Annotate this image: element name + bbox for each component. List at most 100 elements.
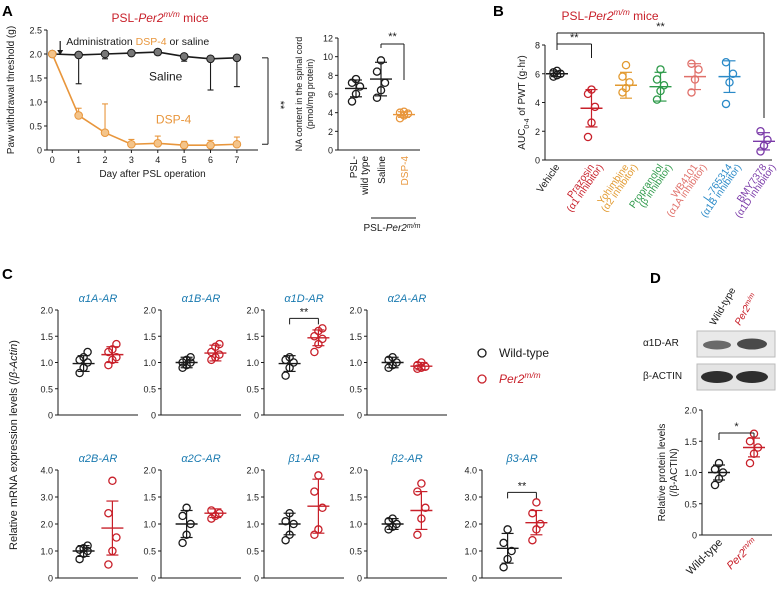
data-point <box>281 535 290 545</box>
data-point <box>47 49 57 59</box>
data-point <box>74 50 83 60</box>
y-tick-label: 2.0 <box>40 520 53 530</box>
legend-marker-per2 <box>477 374 487 384</box>
data-point <box>100 49 110 59</box>
y-tick-label: 3.0 <box>40 493 53 503</box>
label-part: ) <box>8 340 20 344</box>
label-part: m/m <box>614 7 630 17</box>
mrna-panel: 0 0.5 1.0 1.5 2.0 α2A-AR <box>349 293 447 421</box>
y-tick-label: 2.0 <box>349 306 362 316</box>
data-point <box>499 562 508 572</box>
y-tick-label: 6 <box>328 90 333 100</box>
data-point <box>104 360 113 370</box>
y-tick-label: 1.0 <box>246 358 259 368</box>
y-tick-label: 0 <box>357 574 362 584</box>
data-point <box>74 111 83 120</box>
series-line <box>51 53 237 146</box>
label-part: m/m <box>524 370 540 380</box>
data-point <box>314 471 323 480</box>
x-tick-label: 1 <box>76 155 81 165</box>
legend-label-wildtype: Wild-type <box>499 346 549 360</box>
panel-title: α1B-AR <box>182 293 221 305</box>
y-tick-label: 1.5 <box>349 332 362 342</box>
y-tick-label: 6 <box>535 69 540 79</box>
label-part: m/m <box>164 9 180 19</box>
annotation-part: Administration <box>66 36 135 48</box>
data-point <box>583 132 593 142</box>
data-point <box>318 324 327 333</box>
data-point <box>618 72 627 81</box>
label-part: m/m <box>743 292 756 307</box>
band-mut-a1d <box>737 338 767 350</box>
data-point <box>179 140 189 150</box>
y-tick-label: 4 <box>328 108 333 118</box>
y-tick-label: 1.0 <box>349 520 362 530</box>
data-point <box>83 347 92 357</box>
data-point <box>372 93 382 102</box>
y-tick-label: 1.5 <box>246 493 259 503</box>
data-point <box>721 99 731 109</box>
y-tick-label: 2.0 <box>684 406 697 416</box>
y-tick-label: 1.0 <box>349 358 362 368</box>
label-part: Per2 <box>138 11 164 25</box>
chart-a-pwt-timecourse: PSL-Per2m/m mice 0 0.5 1.0 1.5 2.0 2.5 0 1 2 3 4 5 6 7… <box>6 9 286 180</box>
lane-label-per2: Per2m/m <box>733 292 760 328</box>
data-point <box>380 78 390 88</box>
data-point <box>127 139 136 149</box>
data-point <box>281 371 290 380</box>
y-axis-label: Relative mRNA expression levels (/β-Acti… <box>8 340 20 550</box>
y-tick-label: 0.5 <box>246 384 259 394</box>
data-point <box>499 538 508 548</box>
group-label: PSL-Per2m/m <box>364 223 421 235</box>
data-point <box>621 60 631 70</box>
data-point <box>413 530 422 540</box>
data-point <box>215 339 224 349</box>
panel-title: β1-AR <box>287 453 319 465</box>
y-tick-label: 1.5 <box>349 493 362 503</box>
y-tick-label: 4 <box>535 98 540 108</box>
data-point <box>206 54 215 64</box>
y-tick-label: 1.5 <box>40 332 53 342</box>
data-point <box>503 525 512 534</box>
data-point <box>104 508 113 518</box>
annotation-part: DSP-4 <box>136 36 167 48</box>
y-tick-label: 2 <box>535 127 540 137</box>
data-point <box>590 102 600 112</box>
data-point <box>532 498 541 507</box>
category-label: wild type <box>360 156 371 196</box>
y-tick-label: 1.0 <box>143 358 156 368</box>
label-part: β-Actin <box>8 344 20 379</box>
data-point <box>153 138 163 148</box>
panel-label-c: C <box>2 266 13 283</box>
admin-arrow-head <box>57 50 64 55</box>
band-wt-a1d <box>703 340 731 350</box>
y-tick-label: 0 <box>472 574 477 584</box>
panel-title: α2B-AR <box>79 453 118 465</box>
y-tick-label: 1.5 <box>143 493 156 503</box>
sig-stars: ** <box>274 101 286 110</box>
y-tick-label: 1.0 <box>40 547 53 557</box>
blot-label-actin: β-ACTIN <box>643 371 682 382</box>
panel-title: β3-AR <box>505 453 537 465</box>
y-tick-label: 8 <box>535 41 540 51</box>
panel-label-b: B <box>493 3 504 20</box>
label-part: Relative mRNA expression levels (/ <box>8 377 20 550</box>
data-point <box>652 95 662 104</box>
y-tick-label: 2.0 <box>40 306 53 316</box>
y-tick-label: 0 <box>151 574 156 584</box>
label-part: 0-4 <box>524 118 531 128</box>
data-point <box>310 487 319 496</box>
category-label: Vehicle <box>535 162 563 195</box>
sig-stars: * <box>734 421 739 433</box>
y-tick-label: 1.5 <box>29 74 42 84</box>
category-label: DSP-4 <box>400 156 411 186</box>
mrna-panel: 0 0.5 1.0 1.5 2.0 α1A-AR <box>40 293 138 421</box>
mrna-panel: 0 1.0 2.0 3.0 4.0 α2B-AR <box>40 453 138 584</box>
label-part: of PWT (g·hr) <box>517 55 528 118</box>
y-axis-label: NA content in the spinal cord <box>294 37 304 152</box>
label-part: mice <box>630 9 659 23</box>
mrna-panel: 0 0.5 1.0 1.5 2.0 α1D-AR** <box>246 293 344 421</box>
y-tick-label: 0 <box>254 574 259 584</box>
sig-stars: ** <box>518 480 527 492</box>
sig-stars: ** <box>388 31 397 43</box>
